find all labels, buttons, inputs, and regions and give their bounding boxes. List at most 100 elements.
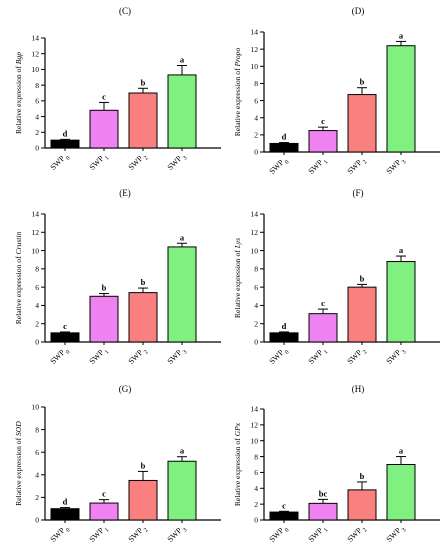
y-axis-title-text: Relative expression of: [14, 254, 23, 324]
significance-label: c: [321, 116, 325, 126]
category-label: SWP3: [385, 523, 408, 546]
y-tick-label: 6: [35, 283, 39, 292]
y-axis-title-text: Relative expression of: [233, 66, 242, 136]
bar: [308, 313, 338, 343]
significance-label: a: [180, 446, 185, 456]
bar: [50, 508, 80, 521]
y-tick-label: 10: [250, 62, 258, 71]
y-axis-title-text: Relative expression of: [233, 436, 242, 506]
y-tick-label: 0: [254, 516, 258, 525]
y-tick-label: 14: [250, 405, 258, 414]
category-label: SWP2: [127, 151, 150, 174]
y-axis-title-gene: Crustin: [14, 232, 23, 255]
y-tick-label: 14: [250, 28, 258, 37]
significance-label: d: [282, 132, 287, 142]
significance-label: c: [63, 321, 67, 331]
category-label: SWP3: [166, 523, 189, 546]
y-tick-label: 2: [254, 319, 258, 328]
y-tick-label: 8: [35, 425, 39, 434]
y-tick-label: 6: [35, 448, 39, 457]
y-tick-label: 10: [250, 436, 258, 445]
y-axis-title-gene: Propo: [233, 48, 242, 68]
y-tick-label: 4: [254, 113, 258, 122]
significance-label: d: [63, 497, 68, 507]
bar: [386, 261, 416, 343]
bar: [167, 246, 197, 343]
category-label: SWP0: [268, 345, 291, 368]
y-axis-title-gene: Lys: [233, 238, 242, 249]
y-tick-label: 6: [35, 97, 39, 106]
y-tick-label: 2: [35, 128, 39, 137]
panel-label: (G): [119, 384, 132, 394]
y-tick-label: 0: [35, 338, 39, 347]
category-label: SWP2: [127, 345, 150, 368]
bar: [167, 460, 197, 521]
y-axis-title-gene: SOD: [14, 421, 23, 436]
category-label: SWP3: [166, 151, 189, 174]
category-label: SWP0: [49, 523, 72, 546]
y-axis-title-text: Relative expression of: [233, 248, 242, 318]
y-tick-label: 4: [254, 484, 258, 493]
y-tick-label: 8: [35, 265, 39, 274]
category-label: SWP1: [307, 155, 330, 178]
significance-label: a: [180, 232, 185, 242]
chart-panel: (C) 0 2 4 6 8 10 12 14 Relative expression of Bgp…: [14, 6, 221, 174]
bar: [386, 45, 416, 153]
y-tick-label: 10: [31, 246, 39, 255]
y-axis-title-gene: Bgp: [14, 52, 23, 64]
chart-panel: (H) 0 2 4 6 8 10 12 14 Relative expression of GPx…: [233, 384, 440, 546]
significance-label: b: [360, 77, 365, 87]
chart-panel: (G) 0 2 4 6 8 10 Relative expression of SOD d SWP…: [14, 384, 221, 546]
y-tick-label: 8: [254, 79, 258, 88]
y-tick-label: 10: [250, 246, 258, 255]
y-tick-label: 12: [250, 421, 258, 430]
bar: [308, 130, 338, 153]
y-tick-label: 0: [35, 144, 39, 153]
bar: [269, 142, 299, 153]
significance-label: b: [141, 277, 146, 287]
bar: [308, 502, 338, 521]
category-label: SWP3: [385, 155, 408, 178]
category-label: SWP0: [49, 151, 72, 174]
chart-panel: (E) 0 2 4 6 8 10 12 14 Relative expression of Cru…: [14, 188, 221, 368]
y-tick-label: 12: [250, 45, 258, 54]
chart-panel: (F) 0 2 4 6 8 10 12 14 Relative expression of Lys…: [233, 188, 440, 368]
significance-label: b: [102, 283, 107, 293]
bar: [347, 489, 377, 521]
y-tick-label: 4: [35, 112, 39, 121]
category-label: SWP0: [49, 345, 72, 368]
category-label: SWP2: [346, 345, 369, 368]
significance-label: a: [399, 30, 404, 40]
significance-label: d: [282, 321, 287, 331]
category-label: SWP0: [268, 523, 291, 546]
y-tick-label: 6: [254, 96, 258, 105]
significance-label: b: [141, 77, 146, 87]
y-tick-label: 6: [254, 468, 258, 477]
category-label: SWP1: [88, 345, 111, 368]
y-tick-label: 0: [254, 338, 258, 347]
bar: [347, 94, 377, 153]
y-tick-label: 10: [31, 403, 39, 412]
y-tick-label: 10: [31, 65, 39, 74]
significance-label: a: [180, 55, 185, 65]
significance-label: a: [399, 245, 404, 255]
significance-label: c: [102, 91, 106, 101]
y-tick-label: 12: [250, 228, 258, 237]
bar: [89, 295, 119, 343]
category-label: SWP1: [88, 151, 111, 174]
y-tick-label: 6: [254, 283, 258, 292]
significance-label: b: [360, 273, 365, 283]
y-tick-label: 2: [35, 319, 39, 328]
y-tick-label: 2: [254, 131, 258, 140]
panel-label: (H): [352, 384, 365, 394]
bar: [128, 92, 158, 149]
panel-label: (F): [353, 188, 364, 198]
bar: [347, 286, 377, 343]
category-label: SWP2: [127, 523, 150, 546]
y-tick-label: 8: [254, 452, 258, 461]
significance-label: b: [141, 460, 146, 470]
y-tick-label: 0: [35, 516, 39, 525]
bar: [269, 511, 299, 521]
bar: [167, 74, 197, 149]
